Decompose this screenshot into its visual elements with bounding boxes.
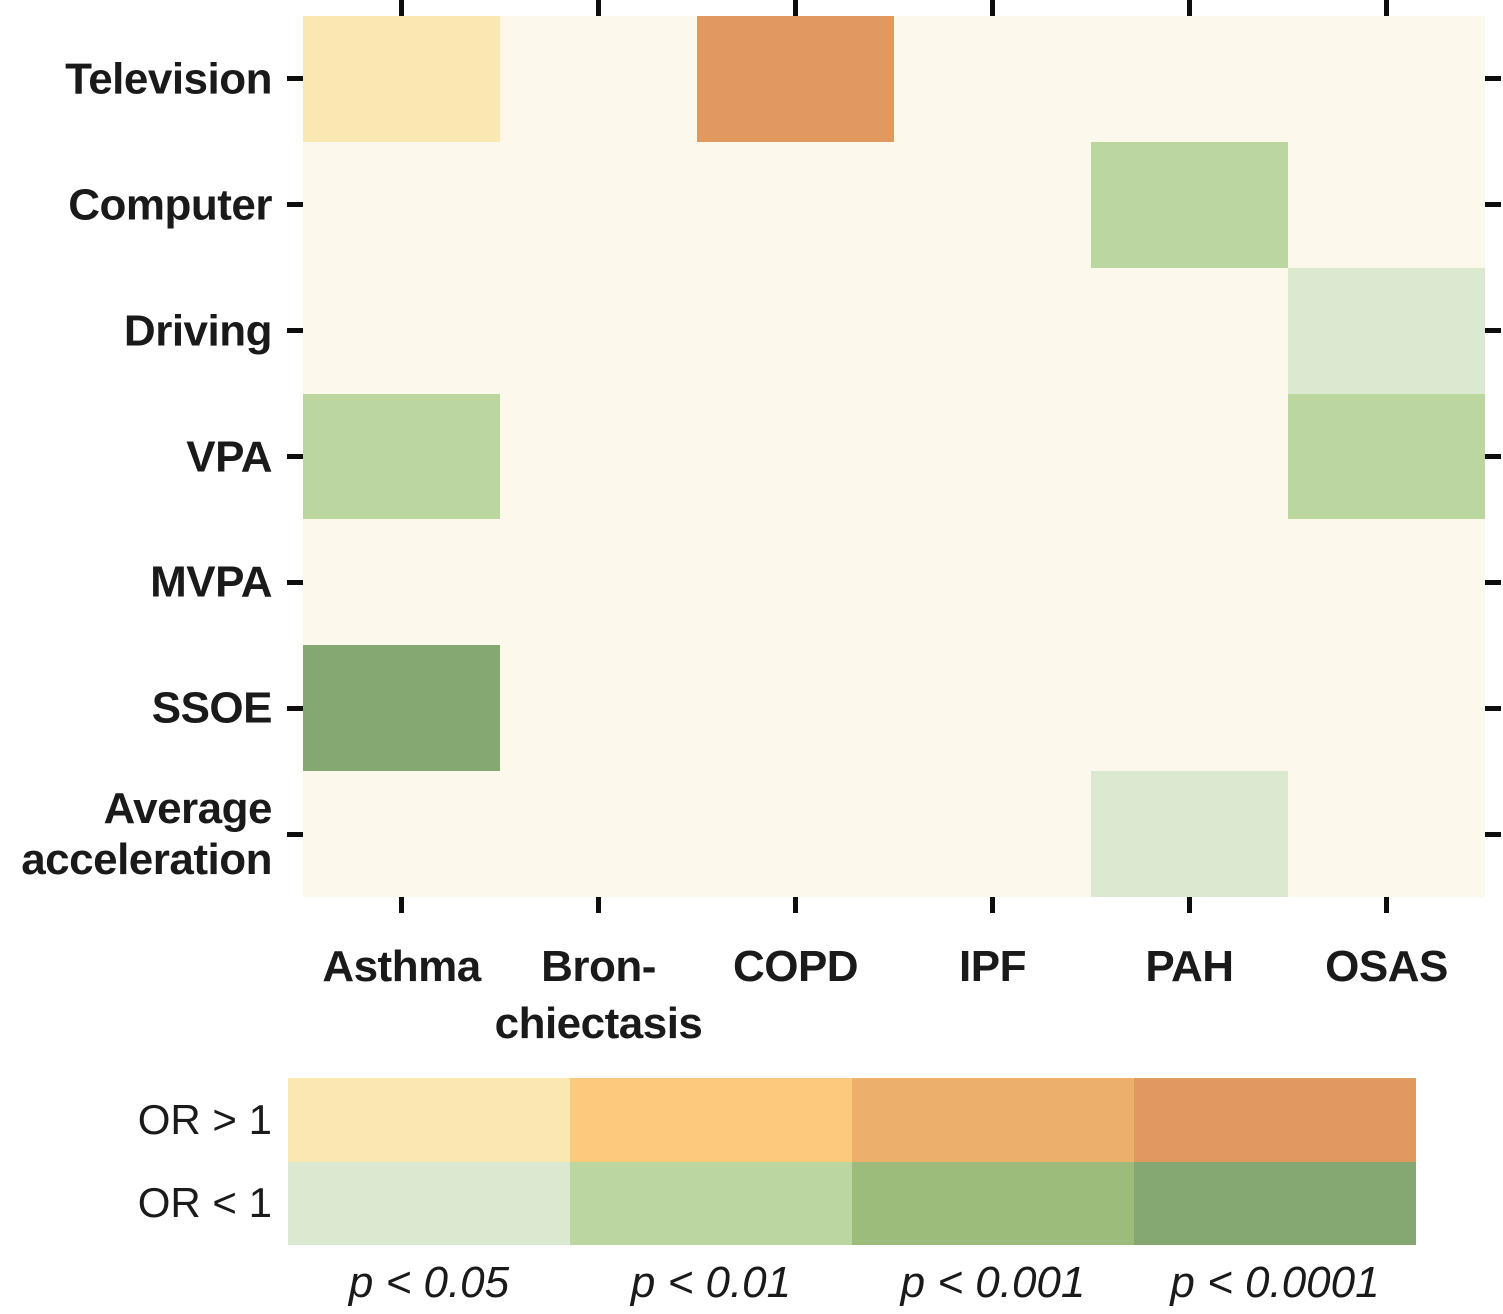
col-label: PAH [1145,942,1234,991]
y-axis-tick [1485,454,1501,459]
x-axis-tick [596,0,601,16]
x-axis-tick [793,0,798,16]
y-axis-tick [1485,76,1501,82]
legend-cell [570,1078,852,1162]
col-label: Asthma [322,942,481,991]
y-axis-tick [287,831,303,837]
col-label: OSAS [1325,942,1448,991]
y-axis-tick [287,454,303,459]
x-axis-tick [793,897,798,913]
legend-p-label: p < 0.001 [900,1258,1086,1307]
legend-p-label: p < 0.0001 [1170,1258,1380,1307]
x-axis-tick [1384,897,1389,913]
legend-row-label: OR > 1 [137,1095,272,1143]
x-axis-tick [990,0,995,16]
legend-cell [852,1161,1134,1245]
legend-cell [570,1161,852,1245]
legend-cell [288,1161,570,1245]
y-axis-tick [287,76,303,82]
x-axis-tick [990,897,995,913]
y-axis-tick [1485,202,1501,208]
legend-cell [852,1078,1134,1162]
row-label: Computer [68,180,272,230]
row-label: Television [65,54,272,104]
y-axis-tick [287,705,303,711]
legend-p-label: p < 0.05 [348,1258,510,1307]
legend-p-label: p < 0.01 [630,1258,792,1307]
y-axis-tick [1485,328,1501,334]
legend-cell [288,1078,570,1162]
heatmap-cell [303,16,500,142]
y-axis-tick [1485,831,1501,837]
row-label: SSOE [151,683,273,733]
x-axis-tick [1187,897,1192,913]
heatmap-cell [1091,771,1288,897]
x-axis-tick [1384,0,1389,16]
heatmap-cell [303,645,500,772]
heatmap-cell [1091,141,1288,268]
legend-row-label: OR < 1 [137,1179,272,1227]
y-axis-tick [287,328,303,334]
col-label: COPD [732,942,859,991]
row-label: VPA [186,431,272,481]
legend-cell [1134,1161,1416,1245]
heatmap-cell [303,393,500,520]
col-label: Bron- chiectasis [494,942,703,1049]
legend-cell [1134,1078,1416,1162]
heatmap-cell [1288,393,1485,520]
y-axis-tick [287,202,303,208]
heatmap-plot [303,16,1485,897]
y-axis-tick [1485,705,1501,711]
row-label: Average acceleration [21,784,272,885]
x-axis-tick [596,897,601,913]
row-label: MVPA [150,557,272,607]
y-axis-tick [287,579,303,585]
x-axis-tick [1187,0,1192,16]
x-axis-tick [399,897,404,913]
x-axis-tick [399,0,404,16]
row-label: Driving [123,306,273,356]
col-label: IPF [959,942,1026,991]
heatmap-cell [1288,267,1485,394]
y-axis-tick [1485,579,1501,585]
heatmap-cell [697,16,894,142]
